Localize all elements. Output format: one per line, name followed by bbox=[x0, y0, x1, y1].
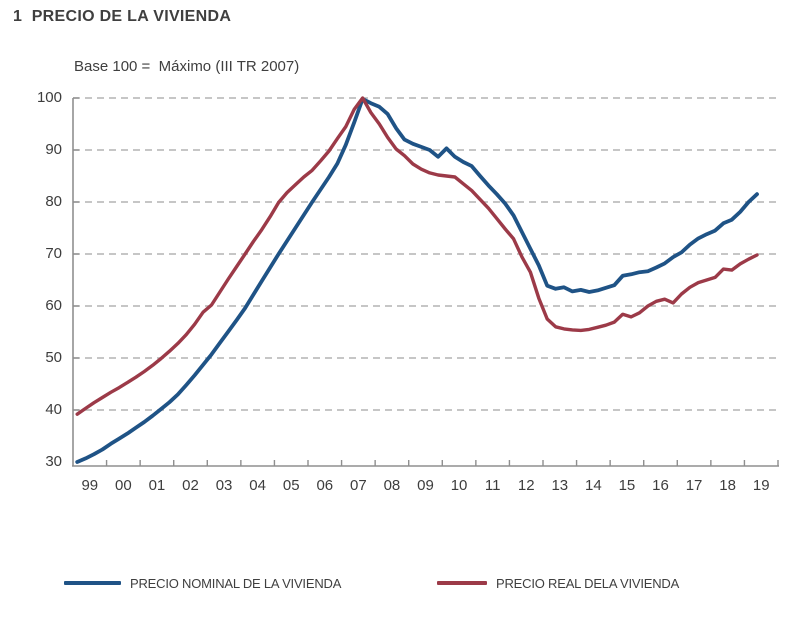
x-axis-label-99: 99 bbox=[81, 477, 99, 494]
x-axis-label-11: 11 bbox=[484, 477, 501, 494]
x-axis-label-18: 18 bbox=[719, 477, 736, 494]
y-axis-label-100: 100 bbox=[36, 89, 62, 106]
y-axis-label-70: 70 bbox=[45, 245, 62, 262]
x-axis-label-07: 07 bbox=[350, 477, 367, 494]
legend-item-real: PRECIO REAL DELA VIVIENDA bbox=[437, 575, 680, 591]
real-legend-label: PRECIO REAL DELA VIVIENDA bbox=[496, 575, 680, 591]
chart-subtitle: Base 100 = Máximo (III TR 2007) bbox=[74, 58, 300, 75]
x-axis-label-02: 02 bbox=[182, 477, 199, 494]
x-axis-label-19: 19 bbox=[752, 477, 770, 494]
x-axis-label-00: 00 bbox=[115, 477, 132, 494]
x-axis-label-09: 09 bbox=[417, 477, 434, 494]
nominal-price-line bbox=[75, 97, 759, 464]
x-axis-label-16: 16 bbox=[652, 477, 669, 494]
real-line-swatch bbox=[437, 581, 487, 585]
x-axis-label-01: 01 bbox=[148, 477, 166, 494]
y-axis-label-60: 60 bbox=[45, 297, 62, 314]
x-axis-label-14: 14 bbox=[585, 477, 602, 494]
x-axis-label-13: 13 bbox=[551, 477, 569, 494]
y-axis-label-80: 80 bbox=[45, 193, 62, 210]
chart-title: 1 PRECIO DE LA VIVIENDA bbox=[13, 8, 232, 25]
y-axis-label-50: 50 bbox=[45, 349, 62, 366]
x-axis-label-12: 12 bbox=[517, 477, 535, 494]
y-axis-label-40: 40 bbox=[45, 401, 62, 418]
x-axis-label-06: 06 bbox=[316, 477, 334, 494]
nominal-line-swatch bbox=[64, 581, 121, 585]
legend-item-nominal: PRECIO NOMINAL DE LA VIVIENDA bbox=[64, 575, 342, 591]
x-axis-label-03: 03 bbox=[215, 477, 233, 494]
nominal-legend-label: PRECIO NOMINAL DE LA VIVIENDA bbox=[130, 575, 342, 591]
real-price-line bbox=[75, 96, 759, 416]
x-axis-label-08: 08 bbox=[383, 477, 401, 494]
x-axis-label-15: 15 bbox=[618, 477, 636, 494]
x-axis-label-04: 04 bbox=[249, 477, 266, 494]
y-axis-label-90: 90 bbox=[45, 141, 62, 158]
x-axis-label-17: 17 bbox=[685, 477, 703, 494]
x-axis-label-10: 10 bbox=[450, 477, 468, 494]
x-axis-label-05: 05 bbox=[282, 477, 300, 494]
y-axis-label-30: 30 bbox=[45, 453, 62, 470]
